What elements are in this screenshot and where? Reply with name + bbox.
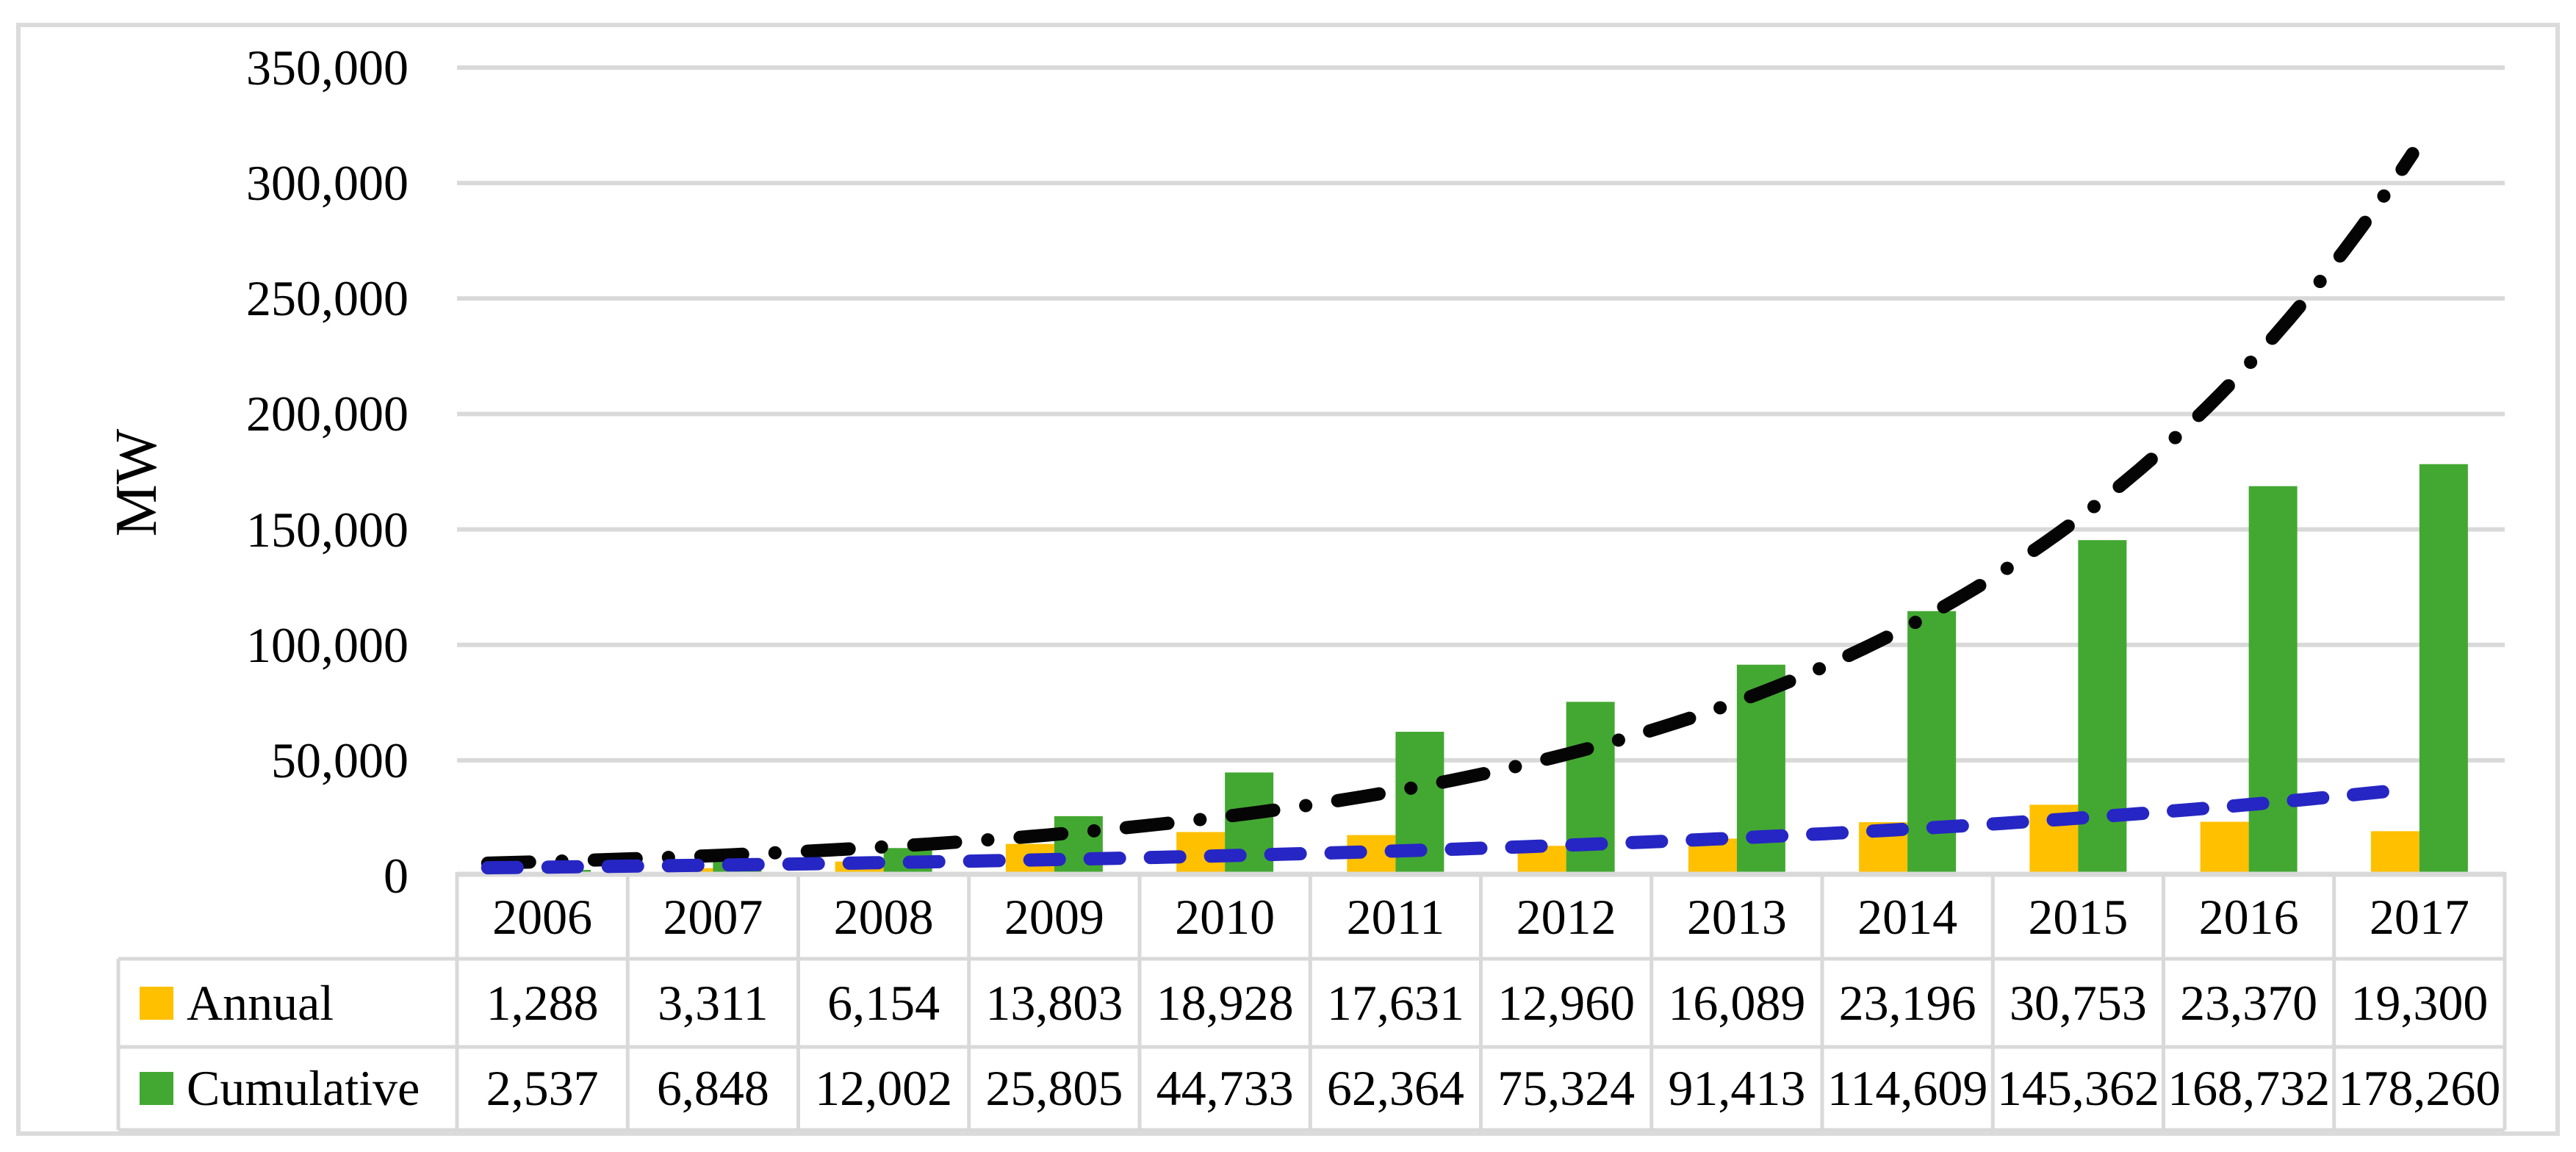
x-axis-category-cell: 2015 [2028, 888, 2129, 945]
cumulative-bar [2248, 486, 2298, 876]
legend-label: Annual [187, 974, 334, 1031]
chart-border-frame [16, 23, 2560, 1136]
table-value-cell: 30,753 [2009, 974, 2147, 1031]
x-axis-category-cell: 2006 [492, 888, 593, 945]
cumulative-trendline [481, 147, 2420, 870]
y-axis-tick-label: 0 [384, 848, 409, 904]
cumulative-legend-swatch-icon [140, 1072, 173, 1105]
table-value-cell: 12,960 [1497, 974, 1636, 1031]
table-value-cell: 23,196 [1838, 974, 1976, 1031]
table-value-cell: 6,154 [827, 974, 940, 1031]
x-axis-category-cell: 2017 [2369, 888, 2469, 945]
annual-trendline [481, 782, 2420, 875]
x-axis-category-cell: 2016 [2198, 888, 2299, 945]
legend-cell-annual: Annual [118, 960, 457, 1046]
table-value-cell: 178,260 [2338, 1060, 2501, 1116]
table-value-cell: 168,732 [2167, 1060, 2331, 1116]
table-value-cell: 1,288 [486, 974, 599, 1031]
y-axis-tick-label: 300,000 [246, 155, 409, 212]
y-axis-tick-label: 150,000 [246, 501, 409, 558]
y-axis-tick-label: 50,000 [271, 732, 409, 788]
table-value-cell: 75,324 [1497, 1060, 1636, 1116]
annual-legend-swatch-icon [140, 986, 173, 1020]
x-axis-category-cell: 2011 [1346, 888, 1445, 945]
x-axis-category-cell: 2012 [1516, 888, 1616, 945]
annual-bar [2200, 821, 2249, 876]
table-value-cell: 62,364 [1326, 1060, 1464, 1116]
table-value-cell: 25,805 [985, 1060, 1123, 1116]
x-axis-category-cell: 2010 [1175, 888, 1276, 945]
table-value-cell: 114,609 [1827, 1060, 1988, 1116]
table-value-cell: 44,733 [1156, 1060, 1294, 1116]
table-value-cell: 17,631 [1326, 974, 1464, 1031]
table-value-cell: 6,848 [656, 1060, 769, 1116]
annual-bar [2370, 831, 2420, 876]
y-axis-tick-label: 200,000 [246, 386, 409, 442]
x-axis-category-cell: 2008 [833, 888, 934, 945]
table-value-cell: 91,413 [1668, 1060, 1806, 1116]
x-axis-category-cell: 2014 [1857, 888, 1958, 945]
table-value-cell: 145,362 [1996, 1060, 2159, 1116]
table-value-cell: 3,311 [658, 974, 769, 1031]
y-axis-tick-label: 350,000 [246, 40, 409, 96]
cumulative-bar [1907, 611, 1957, 876]
cumulative-bar [2419, 464, 2468, 876]
table-value-cell: 13,803 [985, 974, 1123, 1031]
legend-label: Cumulative [187, 1060, 420, 1116]
x-axis-category-cell: 2009 [1004, 888, 1104, 945]
cumulative-bar [2078, 540, 2127, 876]
table-value-cell: 16,089 [1668, 974, 1806, 1031]
table-value-cell: 2,537 [486, 1060, 599, 1116]
x-axis-category-cell: 2007 [663, 888, 763, 945]
legend-cell-cumulative: Cumulative [118, 1048, 457, 1129]
table-value-cell: 18,928 [1156, 974, 1294, 1031]
table-value-cell: 19,300 [2350, 974, 2489, 1031]
y-axis-tick-label: 250,000 [246, 270, 409, 327]
y-axis-tick-label: 100,000 [246, 616, 409, 673]
table-value-cell: 12,002 [815, 1060, 953, 1116]
table-value-cell: 23,370 [2180, 974, 2318, 1031]
x-axis-category-cell: 2013 [1686, 888, 1787, 945]
